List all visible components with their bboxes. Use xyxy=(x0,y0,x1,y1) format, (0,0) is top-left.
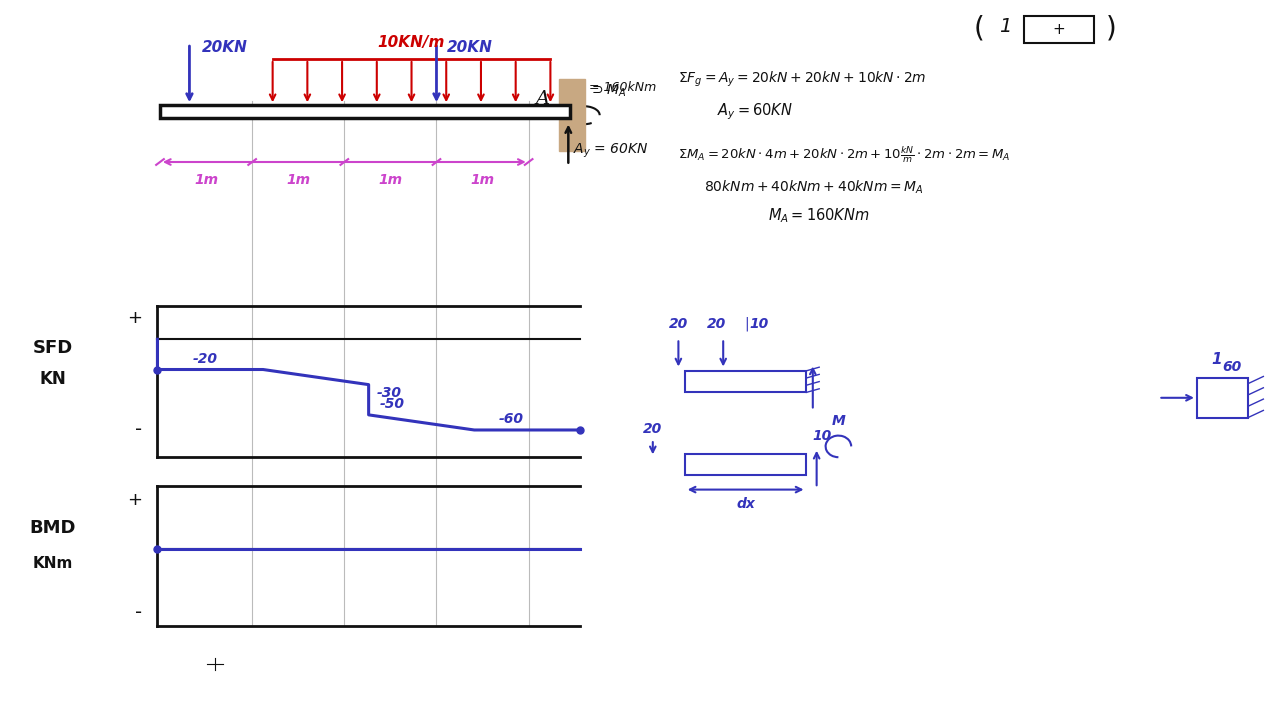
Text: 20: 20 xyxy=(707,318,727,331)
Bar xyxy=(685,454,806,475)
Bar xyxy=(1197,378,1248,418)
Text: 10: 10 xyxy=(749,318,769,331)
Text: (: ( xyxy=(974,15,984,42)
Text: 20: 20 xyxy=(643,422,663,436)
Text: $\supset M_A$: $\supset M_A$ xyxy=(589,83,626,99)
Text: +: + xyxy=(127,309,142,327)
Text: $M_A = 160KNm$: $M_A = 160KNm$ xyxy=(768,207,869,225)
Text: 20: 20 xyxy=(668,318,689,331)
Text: 60: 60 xyxy=(1222,361,1242,374)
Bar xyxy=(685,371,806,392)
Text: 20KN: 20KN xyxy=(447,40,493,55)
Text: $\Sigma M_A = 20kN \cdot 4m + 20kN \cdot 2m + 10\frac{kN}{m} \cdot 2m \cdot 2m =: $\Sigma M_A = 20kN \cdot 4m + 20kN \cdot… xyxy=(678,145,1011,165)
Text: $A_y$ = 60KN: $A_y$ = 60KN xyxy=(573,142,649,161)
Text: 1m: 1m xyxy=(287,173,310,186)
Bar xyxy=(559,79,585,151)
Text: 1: 1 xyxy=(1212,352,1222,367)
Text: M: M xyxy=(832,415,846,428)
Bar xyxy=(160,105,570,118)
Text: KN: KN xyxy=(40,369,65,387)
Text: 10KN/m: 10KN/m xyxy=(378,35,445,50)
Text: |: | xyxy=(744,317,749,331)
Text: 1: 1 xyxy=(998,17,1011,36)
Text: BMD: BMD xyxy=(29,519,76,537)
Text: 1m: 1m xyxy=(379,173,402,186)
Text: -60: -60 xyxy=(499,413,524,426)
Text: A: A xyxy=(535,90,549,108)
Text: -: - xyxy=(134,603,142,622)
Text: +: + xyxy=(127,491,142,509)
Text: 20KN: 20KN xyxy=(202,40,248,55)
Text: 10: 10 xyxy=(813,429,832,443)
Text: -20: -20 xyxy=(192,352,218,366)
Text: -50: -50 xyxy=(379,397,404,411)
Bar xyxy=(1024,16,1094,43)
Text: $80kNm + 40kNm + 40kNm = M_A$: $80kNm + 40kNm + 40kNm = M_A$ xyxy=(704,179,924,196)
Text: ): ) xyxy=(1106,15,1116,42)
Text: 1m: 1m xyxy=(195,173,218,186)
Text: = 160kNm: = 160kNm xyxy=(589,81,657,94)
Text: SFD: SFD xyxy=(32,339,73,357)
Text: +: + xyxy=(1052,22,1065,37)
Text: -30: -30 xyxy=(378,386,402,400)
Text: 1m: 1m xyxy=(471,173,494,186)
Text: KNm: KNm xyxy=(32,556,73,571)
Text: -: - xyxy=(134,420,142,439)
Text: $\Sigma F_g = A_y = 20kN + 20kN + 10kN \cdot 2m$: $\Sigma F_g = A_y = 20kN + 20kN + 10kN \… xyxy=(678,70,927,89)
Text: $A_y = 60KN$: $A_y = 60KN$ xyxy=(717,102,792,122)
Text: dx: dx xyxy=(736,497,755,510)
